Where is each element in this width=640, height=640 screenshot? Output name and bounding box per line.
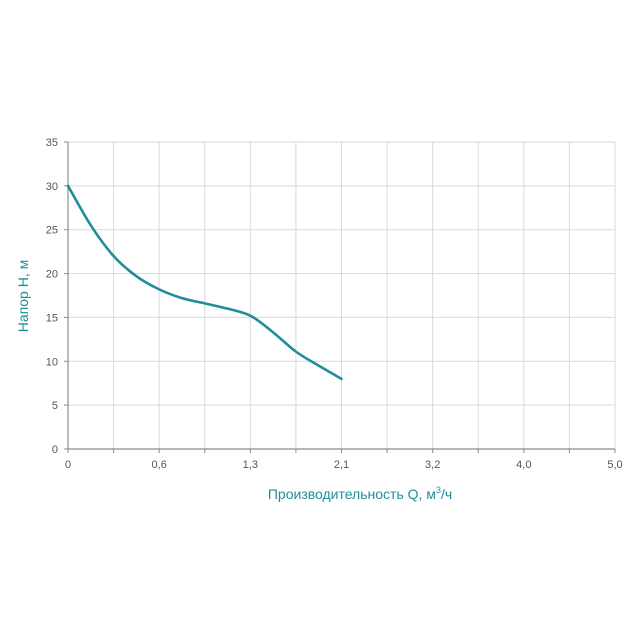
axes [64,141,616,453]
x-tick-label: 0,6 [152,459,167,471]
x-axis-title: Производительность Q, м3/ч [268,485,452,502]
x-tick-label: 1,3 [243,459,258,471]
x-tick-label: 3,2 [425,459,440,471]
y-tick-label: 5 [52,400,58,412]
x-tick-label: 4,0 [516,459,531,471]
y-tick-label: 15 [46,312,58,324]
x-axis-title-superscript: 3 [436,485,441,495]
y-tick-label: 20 [46,269,58,281]
y-tick-label: 30 [46,181,58,193]
y-tick-label: 35 [46,137,58,149]
x-axis-title-tail: /ч [441,486,452,502]
x-axis-tick-labels: 0 0,6 1,3 2,1 3,2 4,0 5,0 [65,459,623,471]
y-axis-tick-labels: 0 5 10 15 20 25 30 35 [46,137,58,456]
y-tick-label: 10 [46,356,58,368]
grid-lines [68,141,615,449]
y-axis-title: Напор H, м [15,260,31,332]
x-tick-label: 2,1 [334,459,349,471]
y-tick-label: 0 [52,444,58,456]
x-tick-label: 5,0 [607,459,622,471]
x-axis-title-main: Производительность Q, м [268,486,436,502]
y-tick-label: 25 [46,225,58,237]
head-curve-line [66,184,343,381]
x-tick-label: 0 [65,459,71,471]
